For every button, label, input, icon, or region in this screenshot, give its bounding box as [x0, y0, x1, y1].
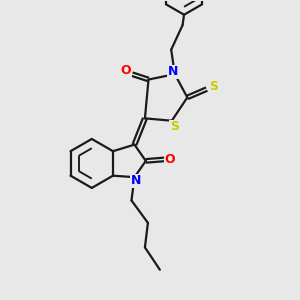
- Text: O: O: [164, 153, 175, 166]
- Text: N: N: [131, 174, 141, 187]
- Text: N: N: [168, 65, 178, 78]
- Text: S: S: [170, 120, 179, 133]
- Text: O: O: [121, 64, 131, 77]
- Text: S: S: [209, 80, 218, 93]
